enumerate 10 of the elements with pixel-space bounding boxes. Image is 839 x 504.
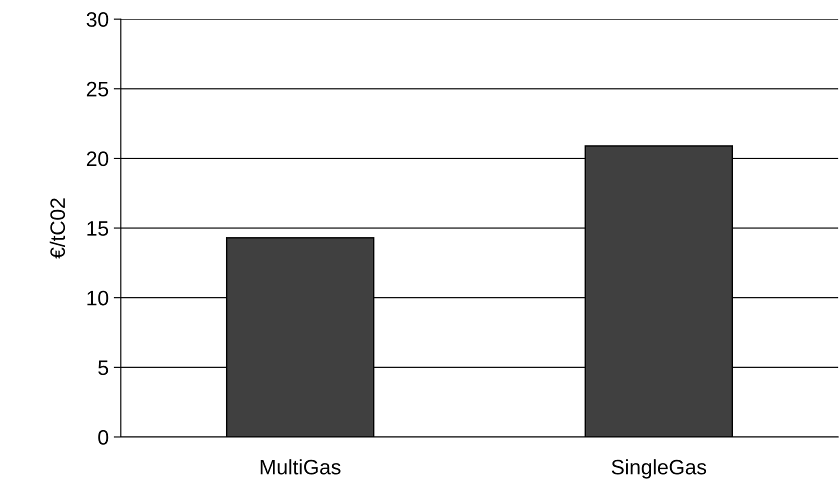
y-tick-label: 15 bbox=[87, 221, 108, 236]
y-tick-label: 10 bbox=[87, 290, 108, 306]
y-axis-title: €/tC02 bbox=[50, 198, 66, 259]
y-tick-label: 30 bbox=[86, 12, 108, 27]
x-tick-label: SingleGas bbox=[612, 459, 706, 479]
y-tick-label: 25 bbox=[86, 82, 108, 97]
y-tick-label: 0 bbox=[98, 430, 108, 445]
x-tick-label: MultiGas bbox=[260, 459, 340, 474]
y-tick-label: 5 bbox=[98, 360, 108, 376]
y-tick-label: 20 bbox=[86, 151, 108, 166]
